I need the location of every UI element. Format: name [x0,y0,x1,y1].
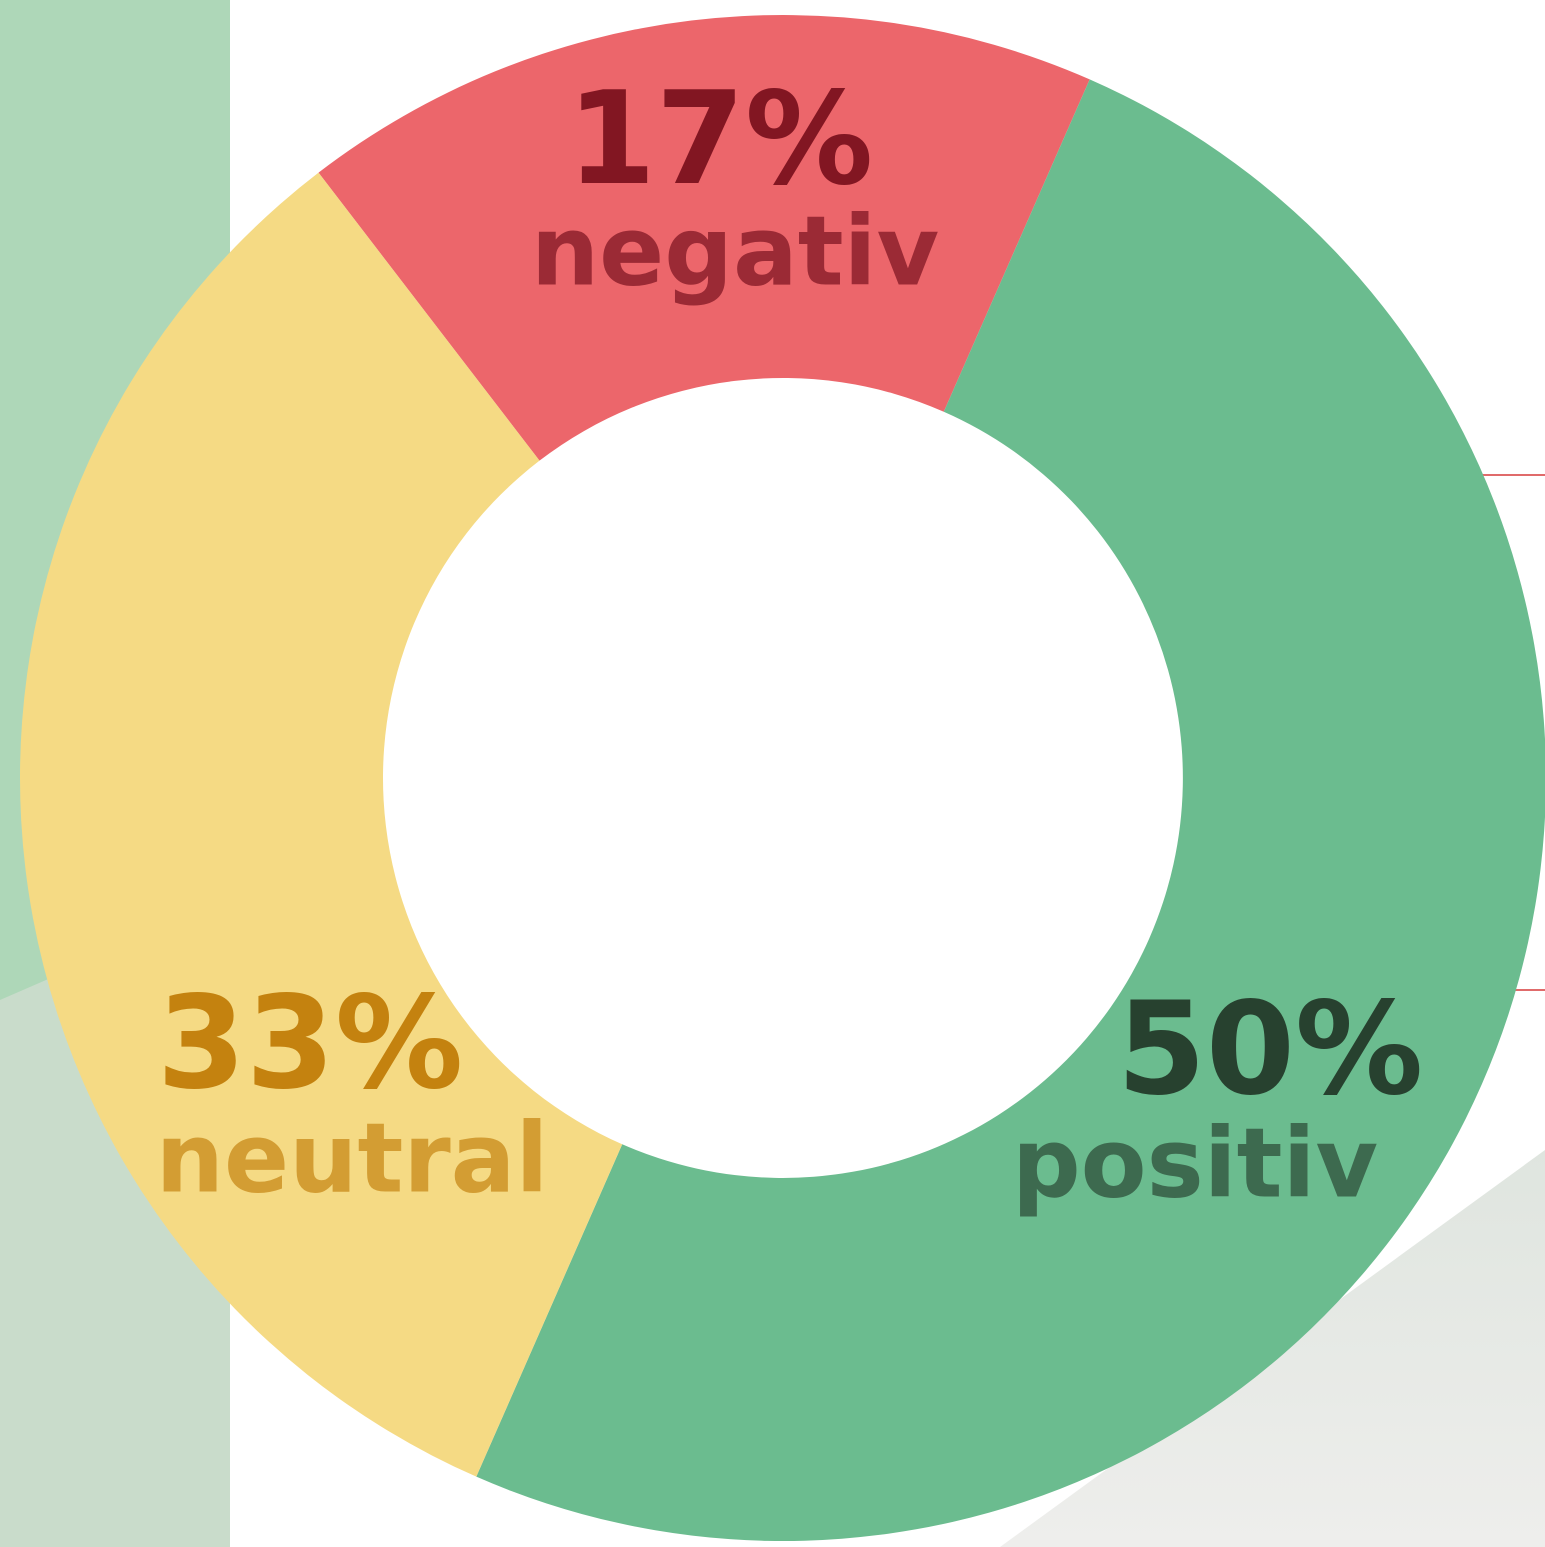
category-label: neutral [156,1102,549,1214]
category-label: positiv [1012,1107,1378,1219]
value-label: 33% [157,969,463,1118]
category-label: negativ [531,195,939,307]
donut: 17%negativ 50%positiv 33%neutral [20,15,1545,1541]
chart: 17%negativ 50%positiv 33%neutral [0,0,1545,1547]
value-label: 17% [567,65,873,214]
value-label: 50% [1117,975,1423,1124]
